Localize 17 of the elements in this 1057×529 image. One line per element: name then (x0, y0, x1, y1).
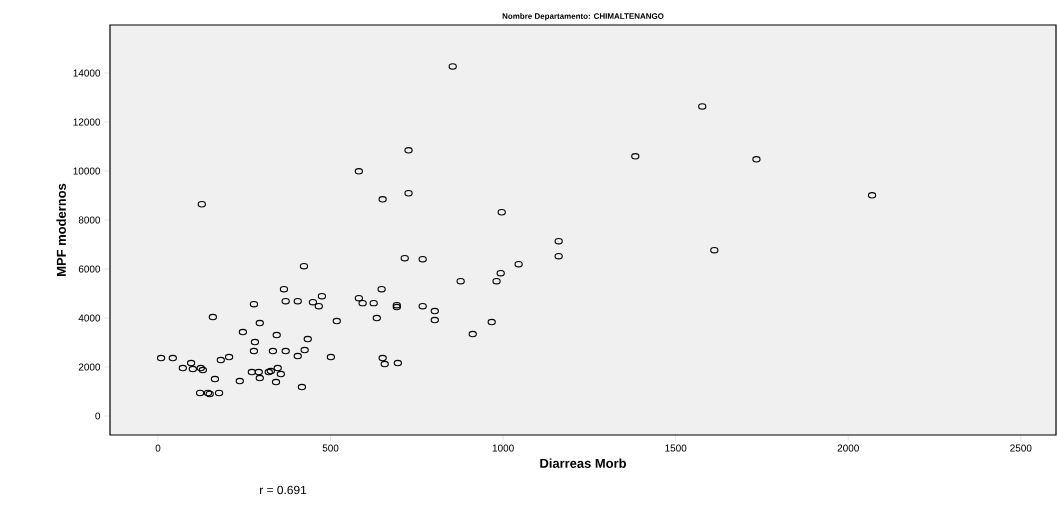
y-tick-label: 2000 (78, 363, 101, 371)
y-tick-label: 14000 (73, 69, 101, 77)
x-tick-label: 0 (155, 444, 161, 452)
x-tick-label: 500 (322, 444, 339, 452)
y-tick-label: 0 (95, 412, 101, 420)
x-tick-label: 2500 (1010, 444, 1032, 452)
x-tick-label: 2000 (837, 444, 859, 452)
x-axis-title: Diarreas Morb (540, 458, 626, 468)
y-tick-label: 12000 (73, 118, 101, 126)
y-tick-label: 4000 (78, 314, 101, 322)
text: r = 0.691 (260, 485, 307, 495)
y-axis-title: MPF modernos (56, 183, 66, 276)
y-tick-label: 10000 (73, 167, 101, 175)
y-tick-label: 6000 (78, 265, 101, 273)
x-tick-label: 1500 (665, 444, 687, 452)
y-tick-label: 8000 (78, 216, 101, 224)
x-tick-label: 1000 (492, 444, 514, 452)
